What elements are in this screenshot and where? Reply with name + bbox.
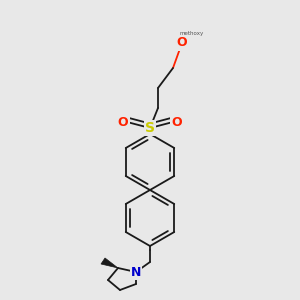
Text: N: N bbox=[131, 266, 141, 278]
Text: O: O bbox=[172, 116, 182, 128]
Text: O: O bbox=[177, 37, 187, 50]
Text: S: S bbox=[145, 121, 155, 135]
Text: O: O bbox=[118, 116, 128, 128]
Text: methoxy: methoxy bbox=[180, 31, 204, 36]
Polygon shape bbox=[101, 258, 118, 268]
